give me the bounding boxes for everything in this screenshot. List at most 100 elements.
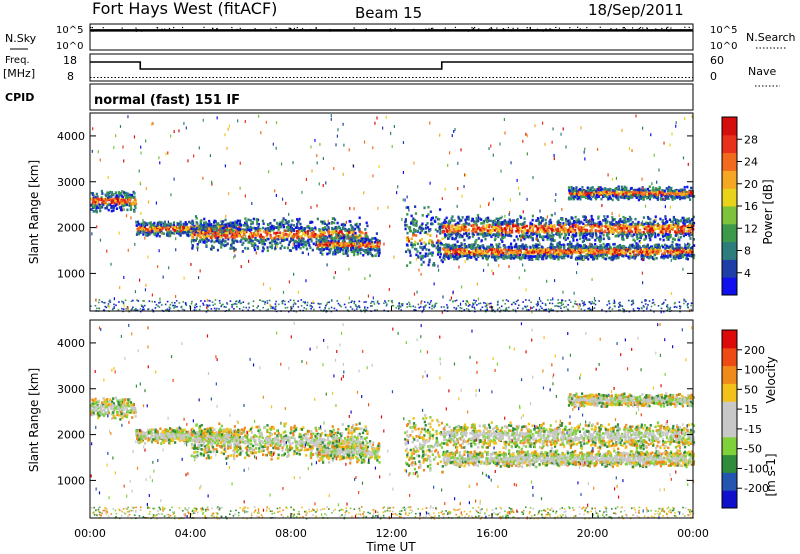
power-pixel (478, 217, 482, 220)
power-pixel (456, 221, 459, 225)
power-pixel (430, 216, 433, 220)
noise-point (329, 30, 331, 32)
power-pixel (494, 237, 497, 240)
power-pixel (262, 230, 266, 233)
power-pixel (430, 222, 433, 226)
power-pixel (649, 238, 652, 242)
power-pixel (582, 234, 585, 238)
power-pixel (376, 251, 380, 254)
power-pixel (536, 217, 540, 220)
power-pixel (635, 247, 638, 251)
power-pixel (320, 250, 323, 253)
power-pixel (689, 249, 692, 252)
power-pixel (138, 226, 141, 230)
power-pixel (218, 233, 221, 236)
power-pixel (281, 220, 284, 224)
power-pixel (333, 244, 336, 248)
power-pixel (622, 215, 625, 219)
power-pixel (611, 223, 614, 226)
power-pixel (184, 229, 187, 232)
power-pixel (419, 239, 422, 243)
power-pixel (598, 220, 602, 224)
power-pixel (602, 237, 605, 241)
power-pixel (453, 243, 456, 247)
power-pixel (347, 235, 350, 239)
power-pixel (280, 244, 283, 248)
power-pixel (558, 255, 561, 259)
power-pixel (558, 244, 561, 248)
power-pixel (346, 234, 350, 237)
power-pixel (486, 216, 490, 220)
power-pixel (232, 226, 236, 229)
power-pixel (350, 227, 353, 230)
power-pixel (523, 217, 526, 220)
power-pixel (593, 249, 596, 252)
power-pixel (537, 247, 541, 250)
power-pixel (413, 230, 416, 233)
power-pixel (179, 223, 183, 227)
power-pixel (598, 240, 602, 243)
power-pixel (629, 230, 633, 234)
power-pixel (121, 190, 124, 193)
power-pixel (374, 240, 377, 244)
power-pixel (108, 197, 111, 201)
power-pixel (578, 244, 581, 247)
power-pixel (244, 221, 247, 225)
noise-point (546, 29, 548, 31)
power-pixel (520, 247, 523, 250)
power-pixel (482, 251, 485, 255)
power-pixel (133, 209, 136, 213)
power-pixel (537, 251, 540, 254)
power-pixel (615, 221, 618, 224)
power-pixel (626, 218, 630, 221)
power-pixel (476, 214, 480, 217)
power-pixel (583, 215, 587, 218)
power-pixel (542, 235, 545, 238)
noise-point (309, 28, 311, 31)
power-pixel (104, 193, 107, 197)
power-pixel (603, 215, 606, 218)
noise-point (491, 28, 493, 30)
power-pixel (646, 228, 649, 232)
power-pixel (486, 257, 489, 261)
power-pixel (551, 235, 554, 238)
power-pixel (343, 234, 346, 237)
power-pixel (503, 254, 506, 258)
power-pixel (338, 230, 341, 233)
power-pixel (664, 222, 667, 225)
power-pixel (640, 234, 644, 237)
power-pixel (559, 245, 563, 249)
power-pixel (333, 246, 336, 250)
power-pixel (631, 244, 634, 248)
power-pixel (433, 263, 436, 267)
power-pixel (558, 242, 561, 246)
power-pixel (666, 255, 670, 258)
power-pixel (626, 219, 629, 223)
power-pixel (159, 228, 162, 232)
power-pixel (445, 224, 449, 227)
power-pixel (608, 249, 611, 253)
power-pixel (192, 232, 195, 235)
power-pixel (447, 243, 450, 247)
power-pixel (444, 243, 448, 246)
noise-point (621, 29, 624, 31)
power-pixel (320, 248, 323, 252)
power-pixel (555, 255, 558, 259)
noise-point (623, 26, 625, 29)
power-pixel (453, 231, 456, 235)
power-pixel (548, 234, 552, 237)
power-pixel (178, 232, 181, 235)
power-pixel (464, 245, 467, 249)
power-pixel (610, 251, 613, 255)
power-pixel (300, 243, 303, 247)
power-pixel (550, 228, 553, 231)
power-pixel (270, 241, 273, 244)
power-pixel (591, 229, 594, 233)
power-pixel (503, 245, 506, 248)
power-pixel (269, 225, 272, 229)
power-pixel (611, 249, 614, 253)
power-pixel (604, 250, 607, 253)
power-pixel (559, 248, 563, 252)
power-pixel (437, 222, 440, 226)
power-pixel (341, 227, 345, 231)
